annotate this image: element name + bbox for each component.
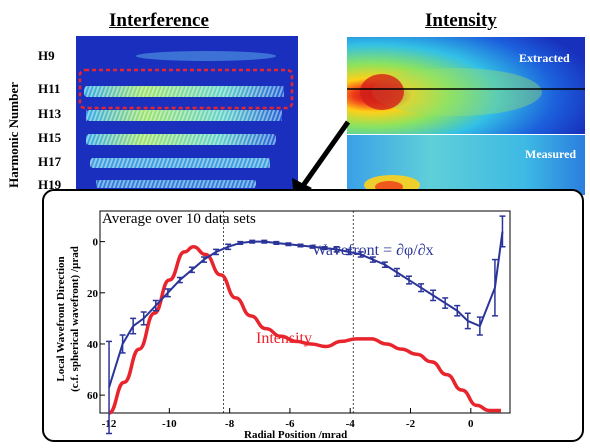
- y-tick-label: 20: [87, 288, 99, 300]
- wavefront-error-bar: [464, 312, 471, 330]
- wavefront-error-bar: [297, 243, 304, 248]
- wavefront-error-bar: [164, 288, 171, 298]
- intensity-series-label: Intensity: [256, 330, 312, 347]
- wavefront-error-bar: [130, 317, 137, 335]
- wavefront-error-bar: [357, 251, 364, 258]
- y-tick-label: 0: [93, 237, 99, 249]
- x-tick-label: 0: [468, 418, 474, 430]
- y-axis-label-line1: Local Wavefront Direction: [55, 256, 67, 381]
- harmonic-label-h19: H19: [38, 177, 62, 192]
- harmonic-label-h13: H13: [38, 106, 62, 121]
- plot-frame: [99, 210, 511, 414]
- interference-image: [76, 36, 298, 196]
- series-layer: [106, 215, 506, 435]
- wavefront-error-bar: [491, 258, 498, 317]
- wavefront-error-bar: [406, 275, 413, 285]
- extracted-label: Extracted: [519, 51, 570, 65]
- wavefront-error-bar: [176, 276, 183, 284]
- y-axis-ticks: 0 20 40 60: [87, 237, 105, 402]
- intensity-line: [108, 245, 501, 415]
- wavefront-error-bar: [442, 297, 449, 309]
- x-tick-label: -10: [162, 418, 177, 430]
- harmonic-label-h9: H9: [38, 48, 55, 63]
- wavefront-series-label: Wavefront = ∂φ/∂x: [312, 242, 434, 259]
- wavefront-error-bar: [249, 239, 256, 244]
- reference-lines: [223, 211, 354, 413]
- x-tick-label: -8: [225, 418, 235, 430]
- intensity-extracted-image: Extracted: [347, 37, 585, 134]
- harmonic-label-h15: H15: [38, 130, 62, 145]
- y-tick-label: 60: [87, 390, 99, 402]
- measured-label: Measured: [525, 147, 577, 161]
- wavefront-error-bar: [393, 267, 400, 277]
- extracted-heatmap: [347, 37, 585, 134]
- wavefront-error-bar: [188, 266, 195, 274]
- y-tick-label: 40: [87, 339, 99, 351]
- wavefront-error-bar: [237, 240, 244, 245]
- intensity-title: Intensity: [425, 10, 497, 31]
- wavefront-error-bar: [333, 246, 340, 253]
- wavefront-error-bar: [345, 248, 352, 256]
- wavefront-error-bar: [430, 289, 437, 302]
- wavefront-error-bar: [201, 256, 208, 263]
- chart-title: Average over 10 data sets: [102, 211, 256, 227]
- harmonic-label-h17: H17: [38, 154, 62, 169]
- measured-heatmap: [347, 135, 585, 195]
- x-tick-label: -4: [346, 418, 356, 430]
- x-tick-label: -2: [406, 418, 416, 430]
- harmonic-label-h11: H11: [38, 81, 61, 96]
- wavefront-error-bar: [454, 304, 461, 317]
- wavefront-error-bar: [213, 248, 220, 256]
- x-tick-label: -6: [285, 418, 295, 430]
- wavefront-error-bar: [261, 239, 268, 244]
- wavefront-error-bar: [369, 256, 376, 263]
- wavefront-error-bar: [106, 340, 113, 435]
- wavefront-error-bar: [152, 299, 159, 312]
- wavefront-error-bar: [225, 243, 232, 251]
- wavefront-error-bar: [499, 215, 506, 248]
- wavefront-error-bar: [476, 316, 483, 336]
- wavefront-error-bar: [418, 283, 425, 293]
- x-axis-ticks: -12-10-8-6-4-20: [102, 408, 474, 430]
- wavefront-error-bar: [119, 334, 126, 354]
- wavefront-error-bar: [285, 242, 292, 247]
- wavefront-error-bar: [321, 246, 328, 251]
- y-axis-label-line2: (c.f. spherical wavefront) /µrad: [69, 246, 81, 392]
- wavefront-error-bar: [140, 311, 147, 326]
- intensity-measured-image: Measured: [347, 135, 585, 195]
- wavefront-error-bar: [381, 261, 388, 269]
- wavefront-error-bar: [309, 244, 316, 249]
- interference-title: Interference: [109, 10, 209, 31]
- wavefront-line: [108, 231, 504, 388]
- x-axis-label: Radial Position /mrad: [244, 429, 347, 441]
- wavefront-error-bar: [273, 240, 280, 245]
- h11-highlight-box: [78, 68, 294, 110]
- interference-fringes: [78, 51, 294, 188]
